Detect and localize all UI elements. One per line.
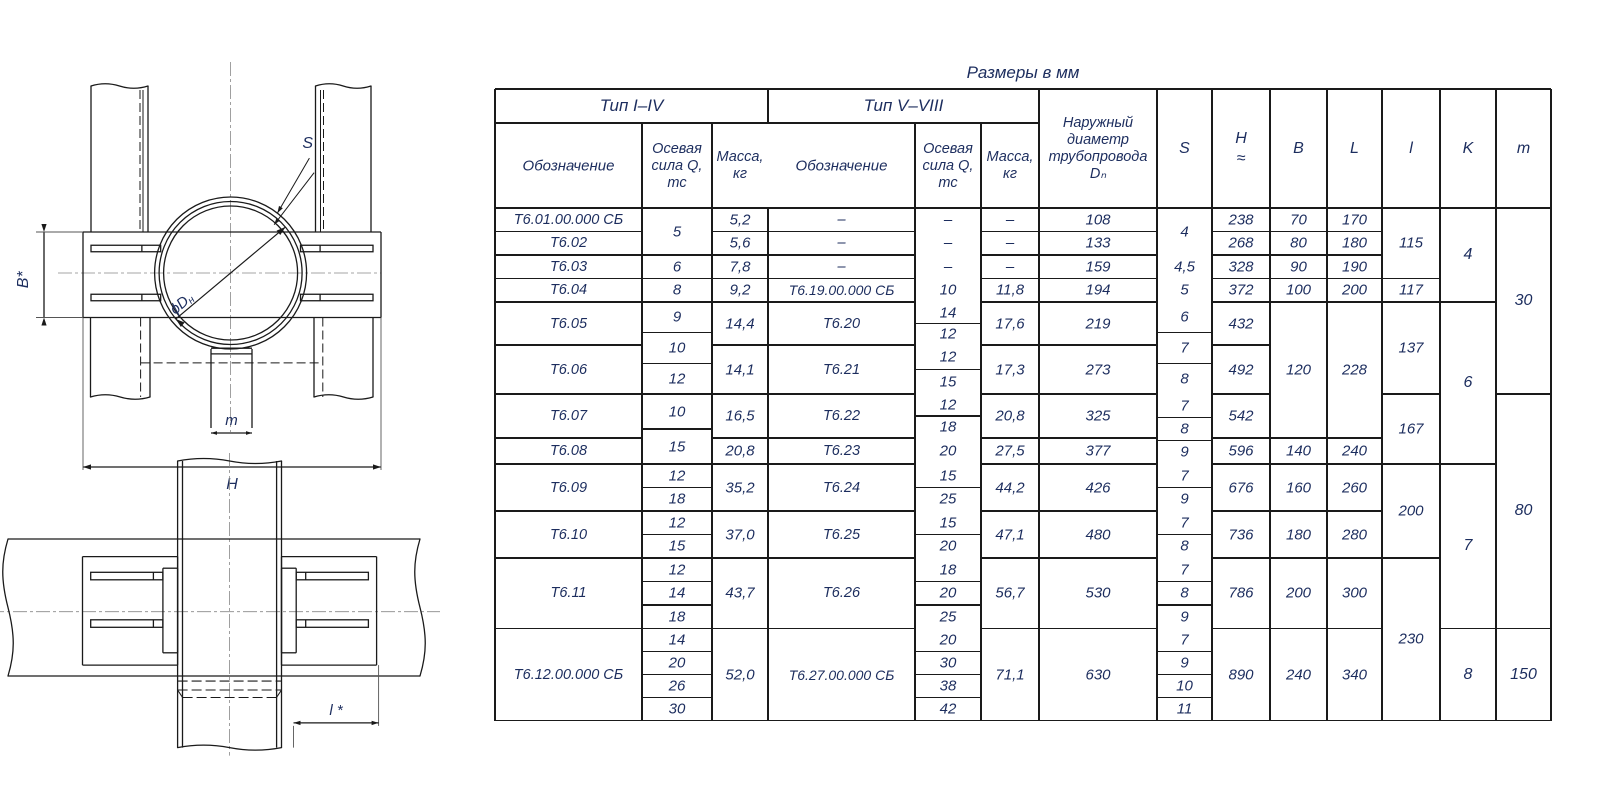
svg-text:B*: B* (15, 271, 32, 289)
svg-text:m: m (225, 412, 238, 429)
svg-text:S: S (302, 135, 313, 152)
svg-text:l *: l * (329, 702, 344, 719)
